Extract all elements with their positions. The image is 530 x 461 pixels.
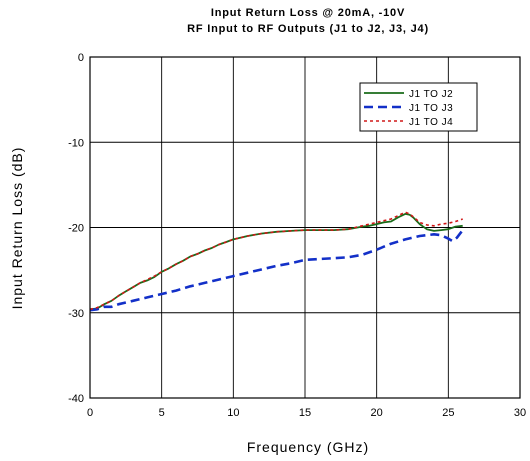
series-line-j1-to-j3 [89,229,464,312]
chart-title: Input Return Loss @ 20mA, -10V [211,7,405,19]
y-tick-labels: 0 -10 -20 -30 -40 [68,52,84,405]
x-tick-label: 0 [87,407,93,419]
series-group [89,211,464,312]
x-tick-label: 25 [442,407,454,419]
y-tick-label: -40 [68,393,84,405]
y-axis-label: Input Return Loss (dB) [9,147,25,310]
x-tick-labels: 0 5 10 15 20 25 30 [87,407,526,419]
legend: J1 TO J2 J1 TO J3 J1 TO J4 [359,82,478,132]
y-tick-label: -30 [68,308,84,320]
legend-label-j1-j4: J1 TO J4 [409,117,453,128]
series-line-j1-to-j4 [89,211,463,311]
y-tick-label: 0 [78,52,84,64]
x-tick-label: 15 [299,407,311,419]
x-axis-label: Frequency (GHz) [247,439,369,455]
y-tick-label: -20 [68,223,84,235]
y-tick-label: -10 [68,137,84,149]
chart-subtitle: RF Input to RF Outputs (J1 to J2, J3, J4… [187,23,429,35]
series-line-j1-to-j2 [89,212,463,311]
plot-frame [89,56,521,399]
legend-label-j1-j2: J1 TO J2 [409,89,453,100]
x-tick-label: 10 [227,407,239,419]
x-tick-label: 5 [159,407,165,419]
x-tick-label: 20 [371,407,383,419]
x-tick-label: 30 [514,407,526,419]
legend-label-j1-j3: J1 TO J3 [409,103,453,114]
